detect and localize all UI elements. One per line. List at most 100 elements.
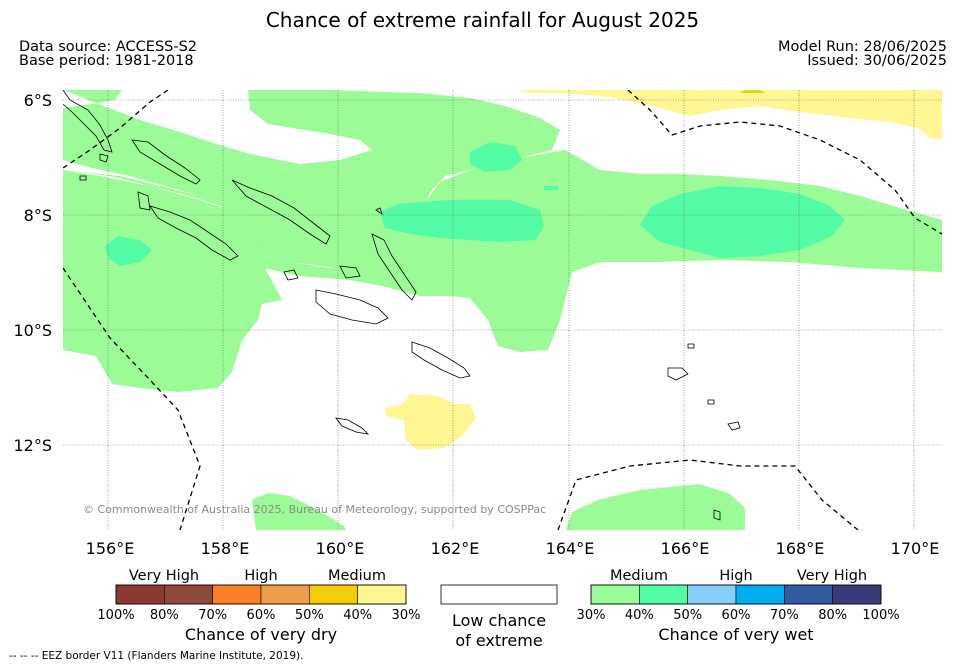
lon-label-164e: 164°E xyxy=(546,539,595,558)
legend-wet: Medium High Very High 30% 40% 50% 60% 70% 80%… xyxy=(577,568,900,644)
dry-tick-label-5: 40% xyxy=(343,608,372,623)
lon-label-160e: 160°E xyxy=(316,539,365,558)
lon-label-158e: 158°E xyxy=(201,539,250,558)
wet-ticks: 30% 40% 50% 60% 70% 80% 100% xyxy=(577,608,900,623)
russell-islands-coast xyxy=(283,269,299,281)
wet-tick-label-4: 70% xyxy=(770,608,799,623)
dry-tick-label-2: 70% xyxy=(198,608,227,623)
dry-caption: Chance of very dry xyxy=(185,625,337,644)
vella-lavella-coast xyxy=(137,191,151,211)
dry-heading-medium: Medium xyxy=(328,568,386,584)
wet-medium-area-southwest xyxy=(252,493,346,530)
lat-label-12s: 12°S xyxy=(13,436,52,455)
wet-tick-label-0: 30% xyxy=(577,608,606,623)
wet-high-area-west xyxy=(105,236,152,266)
wet-medium-area-west xyxy=(63,170,282,392)
ontong-java-coast xyxy=(375,207,383,215)
legend-dry: Very High High Medium 100% 80% 70% 60% 50% 40… xyxy=(97,568,420,644)
meta-left: Data source: ACCESS-S2 Base period: 1981… xyxy=(19,39,198,69)
dry-heading-high: High xyxy=(244,568,277,584)
issued-date: Issued: 30/06/2025 xyxy=(807,53,947,69)
wet-tick-label-3: 60% xyxy=(722,608,751,623)
dry-swatch-1 xyxy=(164,584,213,605)
wet-colorbar-border xyxy=(590,584,882,605)
wet-swatch-2 xyxy=(687,584,737,605)
santa-cruz-coast xyxy=(667,367,689,381)
wet-swatches xyxy=(590,584,882,605)
wet-tick-label-5: 80% xyxy=(818,608,847,623)
copyright-notice: © Commonwealth of Australia 2025, Bureau… xyxy=(83,503,547,516)
lon-label-170e: 170°E xyxy=(891,539,940,558)
dry-tick-label-4: 50% xyxy=(295,608,324,623)
dry-tick-label-1: 80% xyxy=(150,608,179,623)
wet-heading-medium: Medium xyxy=(610,568,668,584)
dry-swatch-0 xyxy=(115,584,165,605)
wet-tick-label-2: 50% xyxy=(673,608,702,623)
dry-swatch-2 xyxy=(212,584,262,605)
dry-medium-area-north xyxy=(518,90,942,140)
wet-high-area-east xyxy=(640,186,845,258)
legend-low: Low chance of extreme xyxy=(440,584,558,650)
map-area xyxy=(63,90,942,530)
wet-tick-label-1: 40% xyxy=(625,608,654,623)
dry-tick-label-3: 60% xyxy=(247,608,276,623)
makira-coast xyxy=(411,341,471,379)
dry-tick-label-6: 30% xyxy=(392,608,421,623)
wet-swatch-1 xyxy=(639,584,688,605)
data-source: Data source: ACCESS-S2 xyxy=(19,39,198,55)
santa-isabel-coast xyxy=(231,179,331,245)
lon-label-168e: 168°E xyxy=(776,539,825,558)
wet-medium-area-main xyxy=(63,90,560,268)
model-run: Model Run: 28/06/2025 xyxy=(777,39,947,55)
dry-heading-very-high: Very High xyxy=(129,568,199,584)
tikopia-coast xyxy=(713,509,721,521)
lon-label-166e: 166°E xyxy=(661,539,710,558)
lon-label-156e: 156°E xyxy=(86,539,135,558)
wet-swatch-4 xyxy=(784,584,833,605)
rennell-coast xyxy=(335,417,370,435)
bougainville-coast xyxy=(63,90,113,153)
treasury-coast xyxy=(79,175,87,181)
meta-right: Model Run: 28/06/2025 Issued: 30/06/2025 xyxy=(777,39,947,69)
shortland-coast xyxy=(99,153,109,163)
new-georgia-coast xyxy=(149,205,239,261)
dry-swatch-3 xyxy=(260,584,310,605)
lat-label-6s: 6°S xyxy=(24,91,52,110)
malaita-coast xyxy=(371,233,417,301)
lat-label-8s: 8°S xyxy=(24,206,52,225)
nggela-coast xyxy=(339,265,361,279)
wet-high-area-north xyxy=(470,142,522,172)
wet-swatch-0 xyxy=(590,584,640,605)
base-period: Base period: 1981-2018 xyxy=(19,53,194,69)
dry-swatch-4 xyxy=(309,584,358,605)
low-chance-swatch xyxy=(440,584,558,605)
vanikoro-coast xyxy=(727,421,741,431)
wet-high-spot xyxy=(544,186,558,190)
low-caption-line2: of extreme xyxy=(455,631,542,650)
choiseul-coast xyxy=(131,139,201,185)
dry-ticks: 100% 80% 70% 60% 50% 40% 30% xyxy=(97,608,420,623)
wet-high-area-center xyxy=(380,200,544,242)
wet-tick-label-6: 100% xyxy=(862,608,899,623)
gridlines xyxy=(63,90,942,530)
utupua-coast xyxy=(707,399,715,405)
dry-swatches xyxy=(115,584,407,605)
guadalcanal-coast xyxy=(315,289,389,325)
wet-swatch-5 xyxy=(832,584,882,605)
wet-caption: Chance of very wet xyxy=(658,625,813,644)
coastlines xyxy=(63,90,741,521)
dry-tick-label-0: 100% xyxy=(97,608,134,623)
dry-colorbar-border xyxy=(115,584,407,605)
wet-heading-high: High xyxy=(719,568,752,584)
dry-high-spot xyxy=(740,90,765,93)
lon-label-162e: 162°E xyxy=(431,539,480,558)
chart-title: Chance of extreme rainfall for August 20… xyxy=(265,8,700,32)
wet-swatch-3 xyxy=(735,584,785,605)
wet-medium-area-southeast xyxy=(566,484,745,530)
eez-note: -- -- -- EEZ border V11 (Flanders Marine… xyxy=(9,650,304,662)
dry-swatch-5 xyxy=(357,584,407,605)
lat-label-10s: 10°S xyxy=(13,321,52,340)
eez-borders xyxy=(63,90,942,530)
low-caption-line1: Low chance xyxy=(452,611,546,630)
